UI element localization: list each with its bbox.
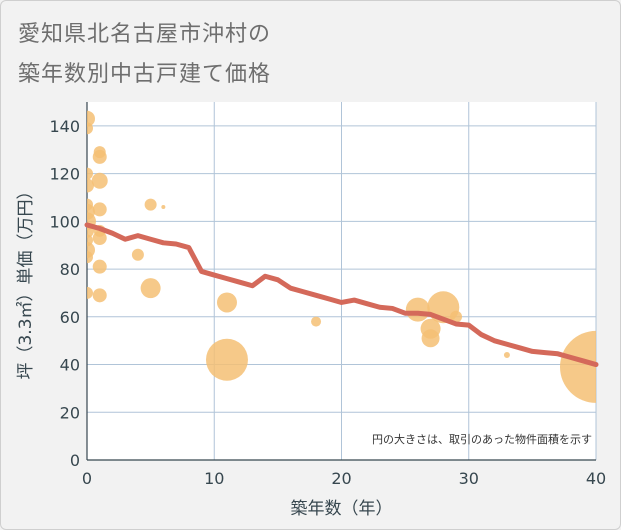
bubble-point [87,251,93,264]
bubble-point [450,310,463,323]
y-tick-labels: 0 20 40 60 80 100 120 140 [49,117,80,470]
x-tick-label: 0 [82,469,92,488]
x-tick-label: 20 [331,469,351,488]
x-tick-label: 30 [459,469,479,488]
y-tick-label: 60 [60,308,80,327]
bubble-point [421,329,440,348]
y-tick-label: 0 [70,451,80,470]
grid-lines [86,102,597,461]
bubble-point [216,292,237,313]
bubble-point [92,202,107,217]
bubble-point [87,167,93,180]
y-axis-label: 坪（3.3㎡）単価（万円） [16,182,36,379]
x-tick-labels: 0 10 20 30 40 [82,469,606,488]
x-axis-label: 築年数（年） [291,499,393,519]
bubble-point [131,248,144,261]
bubble-point [92,231,107,246]
y-tick-label: 120 [49,165,80,184]
x-tick-label: 10 [204,469,224,488]
bubble-point [91,172,108,189]
bubble-point [311,316,322,327]
bubble-point [87,122,93,135]
bubble-point [560,330,596,403]
bubble-point [144,198,157,211]
bubble-point [87,286,93,299]
y-tick-label: 40 [60,356,80,375]
bubble-point [92,149,107,164]
chart-title-line2: 築年数別中古戸建て価格 [18,62,272,87]
x-tick-label: 40 [586,469,606,488]
y-tick-label: 80 [60,260,80,279]
bubble-size-note: 円の大きさは、取引のあった物件面積を示す [372,432,592,446]
y-tick-label: 100 [49,212,80,231]
bubble-point [161,205,166,210]
chart-title-line1: 愛知県北名古屋市沖村の [18,22,272,47]
bubble-point [140,278,161,299]
trend-line [84,222,599,368]
bubble-point [205,338,248,381]
bubble-point [92,259,107,274]
y-tick-label: 20 [60,403,80,422]
bubble-point [503,351,510,358]
bubble-point [405,297,430,322]
y-tick-label: 140 [49,117,80,136]
bubble-point [92,288,107,303]
